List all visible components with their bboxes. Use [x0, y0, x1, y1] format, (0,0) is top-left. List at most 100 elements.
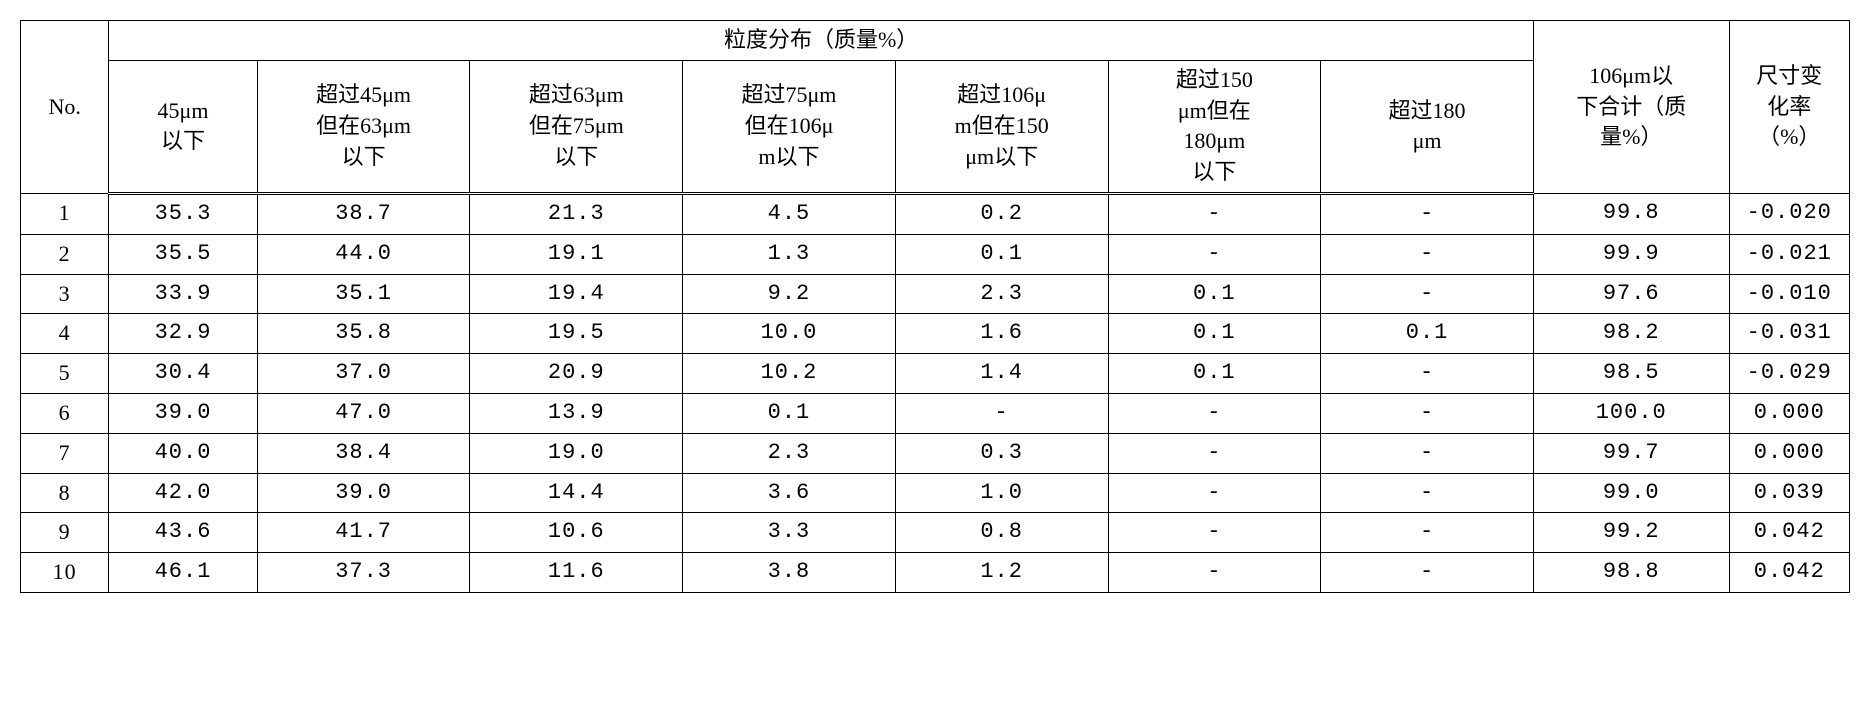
cell-d5: 0.1	[1108, 314, 1321, 354]
particle-size-table: No. 粒度分布（质量%） 106μm以下合计（质量%） 尺寸变化率（%） 45…	[20, 20, 1850, 593]
cell-d2: 19.0	[470, 433, 683, 473]
col-header-d1: 超过45μm但在63μm以下	[257, 60, 470, 193]
cell-d5: -	[1108, 393, 1321, 433]
table-row: 333.935.119.49.22.30.1-97.6-0.010	[21, 274, 1850, 314]
col-header-no: No.	[21, 21, 109, 194]
cell-no: 1	[21, 193, 109, 234]
cell-no: 7	[21, 433, 109, 473]
cell-d3: 3.8	[683, 553, 896, 593]
cell-d2: 19.1	[470, 234, 683, 274]
cell-d4: 0.3	[895, 433, 1108, 473]
cell-total: 98.8	[1533, 553, 1729, 593]
cell-d6: -	[1321, 553, 1534, 593]
cell-d4: 0.1	[895, 234, 1108, 274]
table-row: 135.338.721.34.50.2--99.8-0.020	[21, 193, 1850, 234]
cell-dim: 0.042	[1729, 513, 1849, 553]
cell-d3: 9.2	[683, 274, 896, 314]
cell-d1: 38.4	[257, 433, 470, 473]
table-row: 639.047.013.90.1---100.00.000	[21, 393, 1850, 433]
cell-d3: 3.6	[683, 473, 896, 513]
cell-no: 6	[21, 393, 109, 433]
cell-d2: 14.4	[470, 473, 683, 513]
cell-dim: -0.020	[1729, 193, 1849, 234]
cell-no: 4	[21, 314, 109, 354]
cell-total: 100.0	[1533, 393, 1729, 433]
cell-d0: 46.1	[109, 553, 257, 593]
cell-dim: -0.031	[1729, 314, 1849, 354]
cell-d2: 13.9	[470, 393, 683, 433]
cell-d4: 1.6	[895, 314, 1108, 354]
cell-d4: 1.0	[895, 473, 1108, 513]
cell-no: 9	[21, 513, 109, 553]
cell-d0: 35.5	[109, 234, 257, 274]
cell-d1: 39.0	[257, 473, 470, 513]
cell-d5: 0.1	[1108, 354, 1321, 394]
cell-no: 5	[21, 354, 109, 394]
cell-d6: -	[1321, 193, 1534, 234]
cell-d1: 38.7	[257, 193, 470, 234]
cell-no: 10	[21, 553, 109, 593]
cell-dim: 0.000	[1729, 393, 1849, 433]
cell-d4: 1.2	[895, 553, 1108, 593]
cell-d4: 0.2	[895, 193, 1108, 234]
cell-dim: 0.000	[1729, 433, 1849, 473]
cell-d0: 32.9	[109, 314, 257, 354]
cell-total: 99.7	[1533, 433, 1729, 473]
cell-d0: 43.6	[109, 513, 257, 553]
cell-d5: -	[1108, 513, 1321, 553]
cell-d6: -	[1321, 473, 1534, 513]
cell-dim: 0.042	[1729, 553, 1849, 593]
cell-d0: 40.0	[109, 433, 257, 473]
cell-dim: -0.010	[1729, 274, 1849, 314]
cell-d4: 2.3	[895, 274, 1108, 314]
col-header-d0: 45μm以下	[109, 60, 257, 193]
cell-d3: 4.5	[683, 193, 896, 234]
cell-d6: -	[1321, 354, 1534, 394]
cell-d6: -	[1321, 274, 1534, 314]
cell-d0: 42.0	[109, 473, 257, 513]
cell-d1: 44.0	[257, 234, 470, 274]
col-header-group: 粒度分布（质量%）	[109, 21, 1534, 61]
col-header-total: 106μm以下合计（质量%）	[1533, 21, 1729, 194]
cell-d3: 10.0	[683, 314, 896, 354]
cell-d5: -	[1108, 473, 1321, 513]
cell-d6: 0.1	[1321, 314, 1534, 354]
cell-d4: 0.8	[895, 513, 1108, 553]
col-header-d2: 超过63μm但在75μm以下	[470, 60, 683, 193]
cell-d2: 19.4	[470, 274, 683, 314]
cell-d1: 47.0	[257, 393, 470, 433]
cell-d6: -	[1321, 393, 1534, 433]
cell-total: 99.8	[1533, 193, 1729, 234]
cell-total: 97.6	[1533, 274, 1729, 314]
cell-no: 3	[21, 274, 109, 314]
cell-d0: 33.9	[109, 274, 257, 314]
col-header-d3: 超过75μm但在106μm以下	[683, 60, 896, 193]
cell-d1: 37.0	[257, 354, 470, 394]
cell-d2: 10.6	[470, 513, 683, 553]
cell-d2: 11.6	[470, 553, 683, 593]
cell-d3: 10.2	[683, 354, 896, 394]
col-header-d4: 超过106μm但在150μm以下	[895, 60, 1108, 193]
cell-no: 2	[21, 234, 109, 274]
cell-d3: 1.3	[683, 234, 896, 274]
cell-d5: -	[1108, 553, 1321, 593]
cell-d3: 2.3	[683, 433, 896, 473]
col-header-dim: 尺寸变化率（%）	[1729, 21, 1849, 194]
col-header-d6: 超过180μm	[1321, 60, 1534, 193]
col-header-d5: 超过150μm但在180μm以下	[1108, 60, 1321, 193]
cell-d1: 35.8	[257, 314, 470, 354]
cell-d6: -	[1321, 234, 1534, 274]
cell-d1: 35.1	[257, 274, 470, 314]
cell-dim: -0.029	[1729, 354, 1849, 394]
cell-d3: 0.1	[683, 393, 896, 433]
cell-dim: -0.021	[1729, 234, 1849, 274]
table-row: 740.038.419.02.30.3--99.70.000	[21, 433, 1850, 473]
cell-d2: 19.5	[470, 314, 683, 354]
cell-d5: -	[1108, 234, 1321, 274]
cell-d2: 21.3	[470, 193, 683, 234]
cell-d5: 0.1	[1108, 274, 1321, 314]
cell-no: 8	[21, 473, 109, 513]
cell-d0: 39.0	[109, 393, 257, 433]
table-row: 1046.137.311.63.81.2--98.80.042	[21, 553, 1850, 593]
cell-d6: -	[1321, 513, 1534, 553]
